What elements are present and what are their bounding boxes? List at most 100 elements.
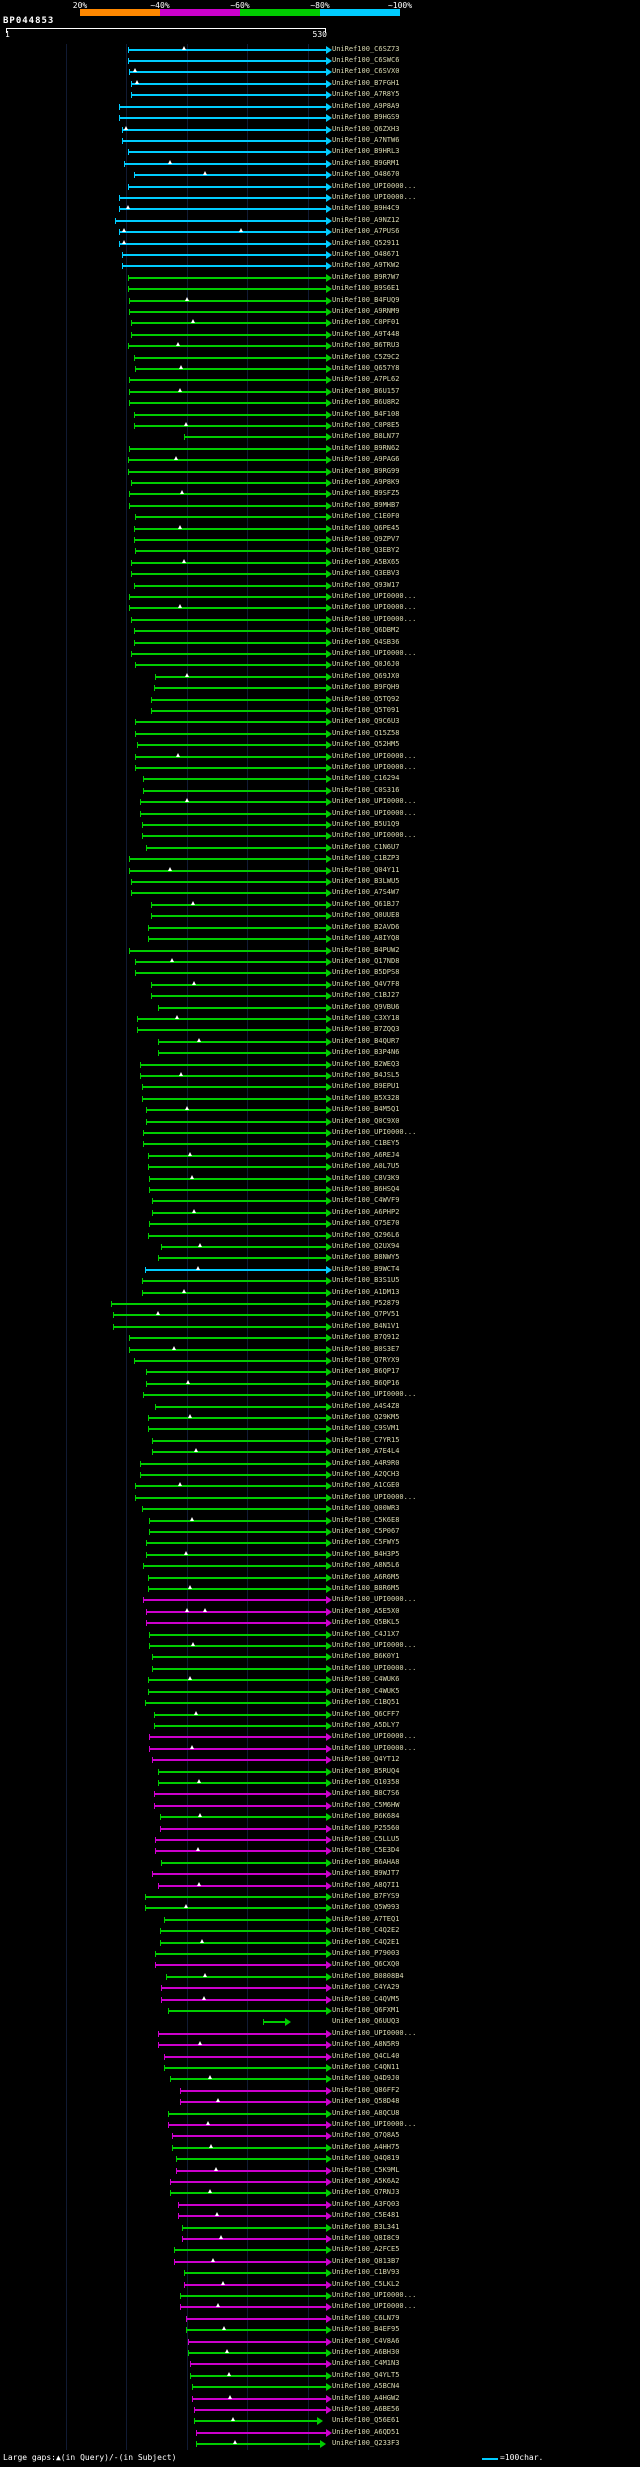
hit-label[interactable]: UniRef100_A7TEQ1 <box>332 1914 400 1923</box>
hit-bar[interactable] <box>129 855 332 864</box>
alignment-row[interactable]: UniRef100_UPI0000... <box>0 2119 640 2130</box>
alignment-row[interactable]: UniRef100_B0808B4 <box>0 1971 640 1982</box>
alignment-row[interactable]: UniRef100_B4F108 <box>0 409 640 420</box>
hit-label[interactable]: UniRef100_C16294 <box>332 774 400 783</box>
hit-bar[interactable] <box>149 1220 332 1229</box>
hit-bar[interactable] <box>151 1653 332 1662</box>
hit-label[interactable]: UniRef100_C5E3D4 <box>332 1846 400 1855</box>
hit-label[interactable]: UniRef100_UPI0000... <box>332 181 417 190</box>
alignment-row[interactable]: UniRef100_C5LLU5 <box>0 1834 640 1845</box>
alignment-row[interactable]: UniRef100_Q58D48 <box>0 2097 640 2108</box>
hit-label[interactable]: UniRef100_B6U157 <box>332 386 400 395</box>
hit-bar[interactable] <box>143 786 332 795</box>
hit-label[interactable]: UniRef100_Q69JX0 <box>332 671 400 680</box>
hit-label[interactable]: UniRef100_B3LWU5 <box>332 877 400 886</box>
hit-label[interactable]: UniRef100_A7E4L4 <box>332 1447 400 1456</box>
alignment-row[interactable]: UniRef100_C5FWY5 <box>0 1538 640 1549</box>
hit-label[interactable]: UniRef100_B0808B4 <box>332 1971 404 1980</box>
hit-label[interactable]: UniRef100_A4S4Z8 <box>332 1401 400 1410</box>
hit-bar[interactable] <box>171 2143 332 2152</box>
hit-label[interactable]: UniRef100_Q6CFF7 <box>332 1709 400 1718</box>
hit-label[interactable]: UniRef100_UPI0000... <box>332 831 417 840</box>
hit-bar[interactable] <box>133 581 332 590</box>
alignment-row[interactable]: UniRef100_C1BEY5 <box>0 1139 640 1150</box>
hit-label[interactable]: UniRef100_Q93W17 <box>332 580 400 589</box>
alignment-row[interactable]: UniRef100_C7YR15 <box>0 1435 640 1446</box>
hit-label[interactable]: UniRef100_O48671 <box>332 249 400 258</box>
hit-bar[interactable] <box>131 878 332 887</box>
alignment-row[interactable]: UniRef100_P52879 <box>0 1298 640 1309</box>
alignment-row[interactable]: UniRef100_B3L341 <box>0 2222 640 2233</box>
hit-label[interactable]: UniRef100_B9WJT7 <box>332 1869 400 1878</box>
alignment-row[interactable]: UniRef100_B3LWU5 <box>0 876 640 887</box>
hit-bar[interactable] <box>151 1197 332 1206</box>
alignment-row[interactable]: UniRef100_Q10358 <box>0 1777 640 1788</box>
hit-label[interactable]: UniRef100_B7FGH1 <box>332 78 400 87</box>
alignment-row[interactable]: UniRef100_UPI0000... <box>0 614 640 625</box>
hit-label[interactable]: UniRef100_A9P8K9 <box>332 477 400 486</box>
alignment-row[interactable]: UniRef100_C4V8A6 <box>0 2336 640 2347</box>
hit-bar[interactable] <box>139 1060 332 1069</box>
hit-label[interactable]: UniRef100_A8N5L6 <box>332 1561 400 1570</box>
hit-bar[interactable] <box>173 2257 332 2266</box>
alignment-row[interactable]: UniRef100_A7PUS6 <box>0 226 640 237</box>
hit-label[interactable]: UniRef100_B7FYS9 <box>332 1891 400 1900</box>
alignment-row[interactable]: UniRef100_A9RNM9 <box>0 306 640 317</box>
alignment-row[interactable]: UniRef100_A6BH30 <box>0 2347 640 2358</box>
alignment-row[interactable]: UniRef100_B9H4C9 <box>0 204 640 215</box>
hit-bar[interactable] <box>135 957 332 966</box>
alignment-row[interactable]: UniRef100_Q5TQ92 <box>0 694 640 705</box>
alignment-row[interactable]: UniRef100_C1BQ51 <box>0 1697 640 1708</box>
hit-bar[interactable] <box>169 2189 332 2198</box>
hit-label[interactable]: UniRef100_A6R6M5 <box>332 1572 400 1581</box>
hit-bar[interactable] <box>131 615 332 624</box>
hit-bar[interactable] <box>169 2178 332 2187</box>
hit-label[interactable]: UniRef100_UPI0000... <box>332 592 417 601</box>
hit-bar[interactable] <box>135 364 332 373</box>
hit-bar[interactable] <box>189 2371 332 2380</box>
hit-bar[interactable] <box>157 1003 332 1012</box>
hit-bar[interactable] <box>129 490 332 499</box>
hit-bar[interactable] <box>157 1778 332 1787</box>
hit-label[interactable]: UniRef100_C4QVM5 <box>332 1994 400 2003</box>
alignment-row[interactable]: UniRef100_Q15Z58 <box>0 728 640 739</box>
alignment-row[interactable]: UniRef100_B6AHA8 <box>0 1857 640 1868</box>
hit-bar[interactable] <box>194 2406 332 2415</box>
hit-label[interactable]: UniRef100_Q5W993 <box>332 1903 400 1912</box>
hit-label[interactable]: UniRef100_B9S6E1 <box>332 284 400 293</box>
hit-label[interactable]: UniRef100_C1BQ51 <box>332 1698 400 1707</box>
alignment-row[interactable]: UniRef100_UPI0000... <box>0 808 640 819</box>
hit-label[interactable]: UniRef100_UPI0000... <box>332 192 417 201</box>
hit-label[interactable]: UniRef100_C4WVF9 <box>332 1196 400 1205</box>
hit-bar[interactable] <box>131 650 332 659</box>
hit-label[interactable]: UniRef100_C5LKL2 <box>332 2279 400 2288</box>
hit-bar[interactable] <box>175 2166 332 2175</box>
alignment-row[interactable]: UniRef100_Q6ZXH3 <box>0 124 640 135</box>
hit-bar[interactable] <box>137 1026 332 1035</box>
hit-label[interactable]: UniRef100_B3P4N6 <box>332 1048 400 1057</box>
hit-bar[interactable] <box>129 296 332 305</box>
hit-bar[interactable] <box>141 1288 332 1297</box>
hit-label[interactable]: UniRef100_UPI0000... <box>332 1390 417 1399</box>
hit-bar[interactable] <box>113 1311 332 1320</box>
hit-bar[interactable] <box>153 1710 332 1719</box>
hit-label[interactable]: UniRef100_Q4SB36 <box>332 637 400 646</box>
hit-bar[interactable] <box>129 593 332 602</box>
alignment-row[interactable]: UniRef100_B6QP16 <box>0 1378 640 1389</box>
hit-bar[interactable] <box>144 1904 332 1913</box>
hit-label[interactable]: UniRef100_B9RN62 <box>332 443 400 452</box>
hit-bar[interactable] <box>129 399 332 408</box>
alignment-row[interactable]: UniRef100_Q5T091 <box>0 705 640 716</box>
hit-label[interactable]: UniRef100_B9HGS9 <box>332 113 400 122</box>
hit-bar[interactable] <box>135 1493 332 1502</box>
alignment-row[interactable]: UniRef100_C4J1X7 <box>0 1629 640 1640</box>
hit-bar[interactable] <box>135 969 332 978</box>
alignment-row[interactable]: UniRef100_UPI0000... <box>0 797 640 808</box>
alignment-row[interactable]: UniRef100_Q296L6 <box>0 1230 640 1241</box>
alignment-row[interactable]: UniRef100_B9R7W7 <box>0 272 640 283</box>
hit-label[interactable]: UniRef100_C1N6U7 <box>332 842 400 851</box>
hit-bar[interactable] <box>145 1117 332 1126</box>
hit-label[interactable]: UniRef100_Q4V7F8 <box>332 979 400 988</box>
hit-label[interactable]: UniRef100_B6QP16 <box>332 1378 400 1387</box>
hit-label[interactable]: UniRef100_UPI0000... <box>332 2291 417 2300</box>
